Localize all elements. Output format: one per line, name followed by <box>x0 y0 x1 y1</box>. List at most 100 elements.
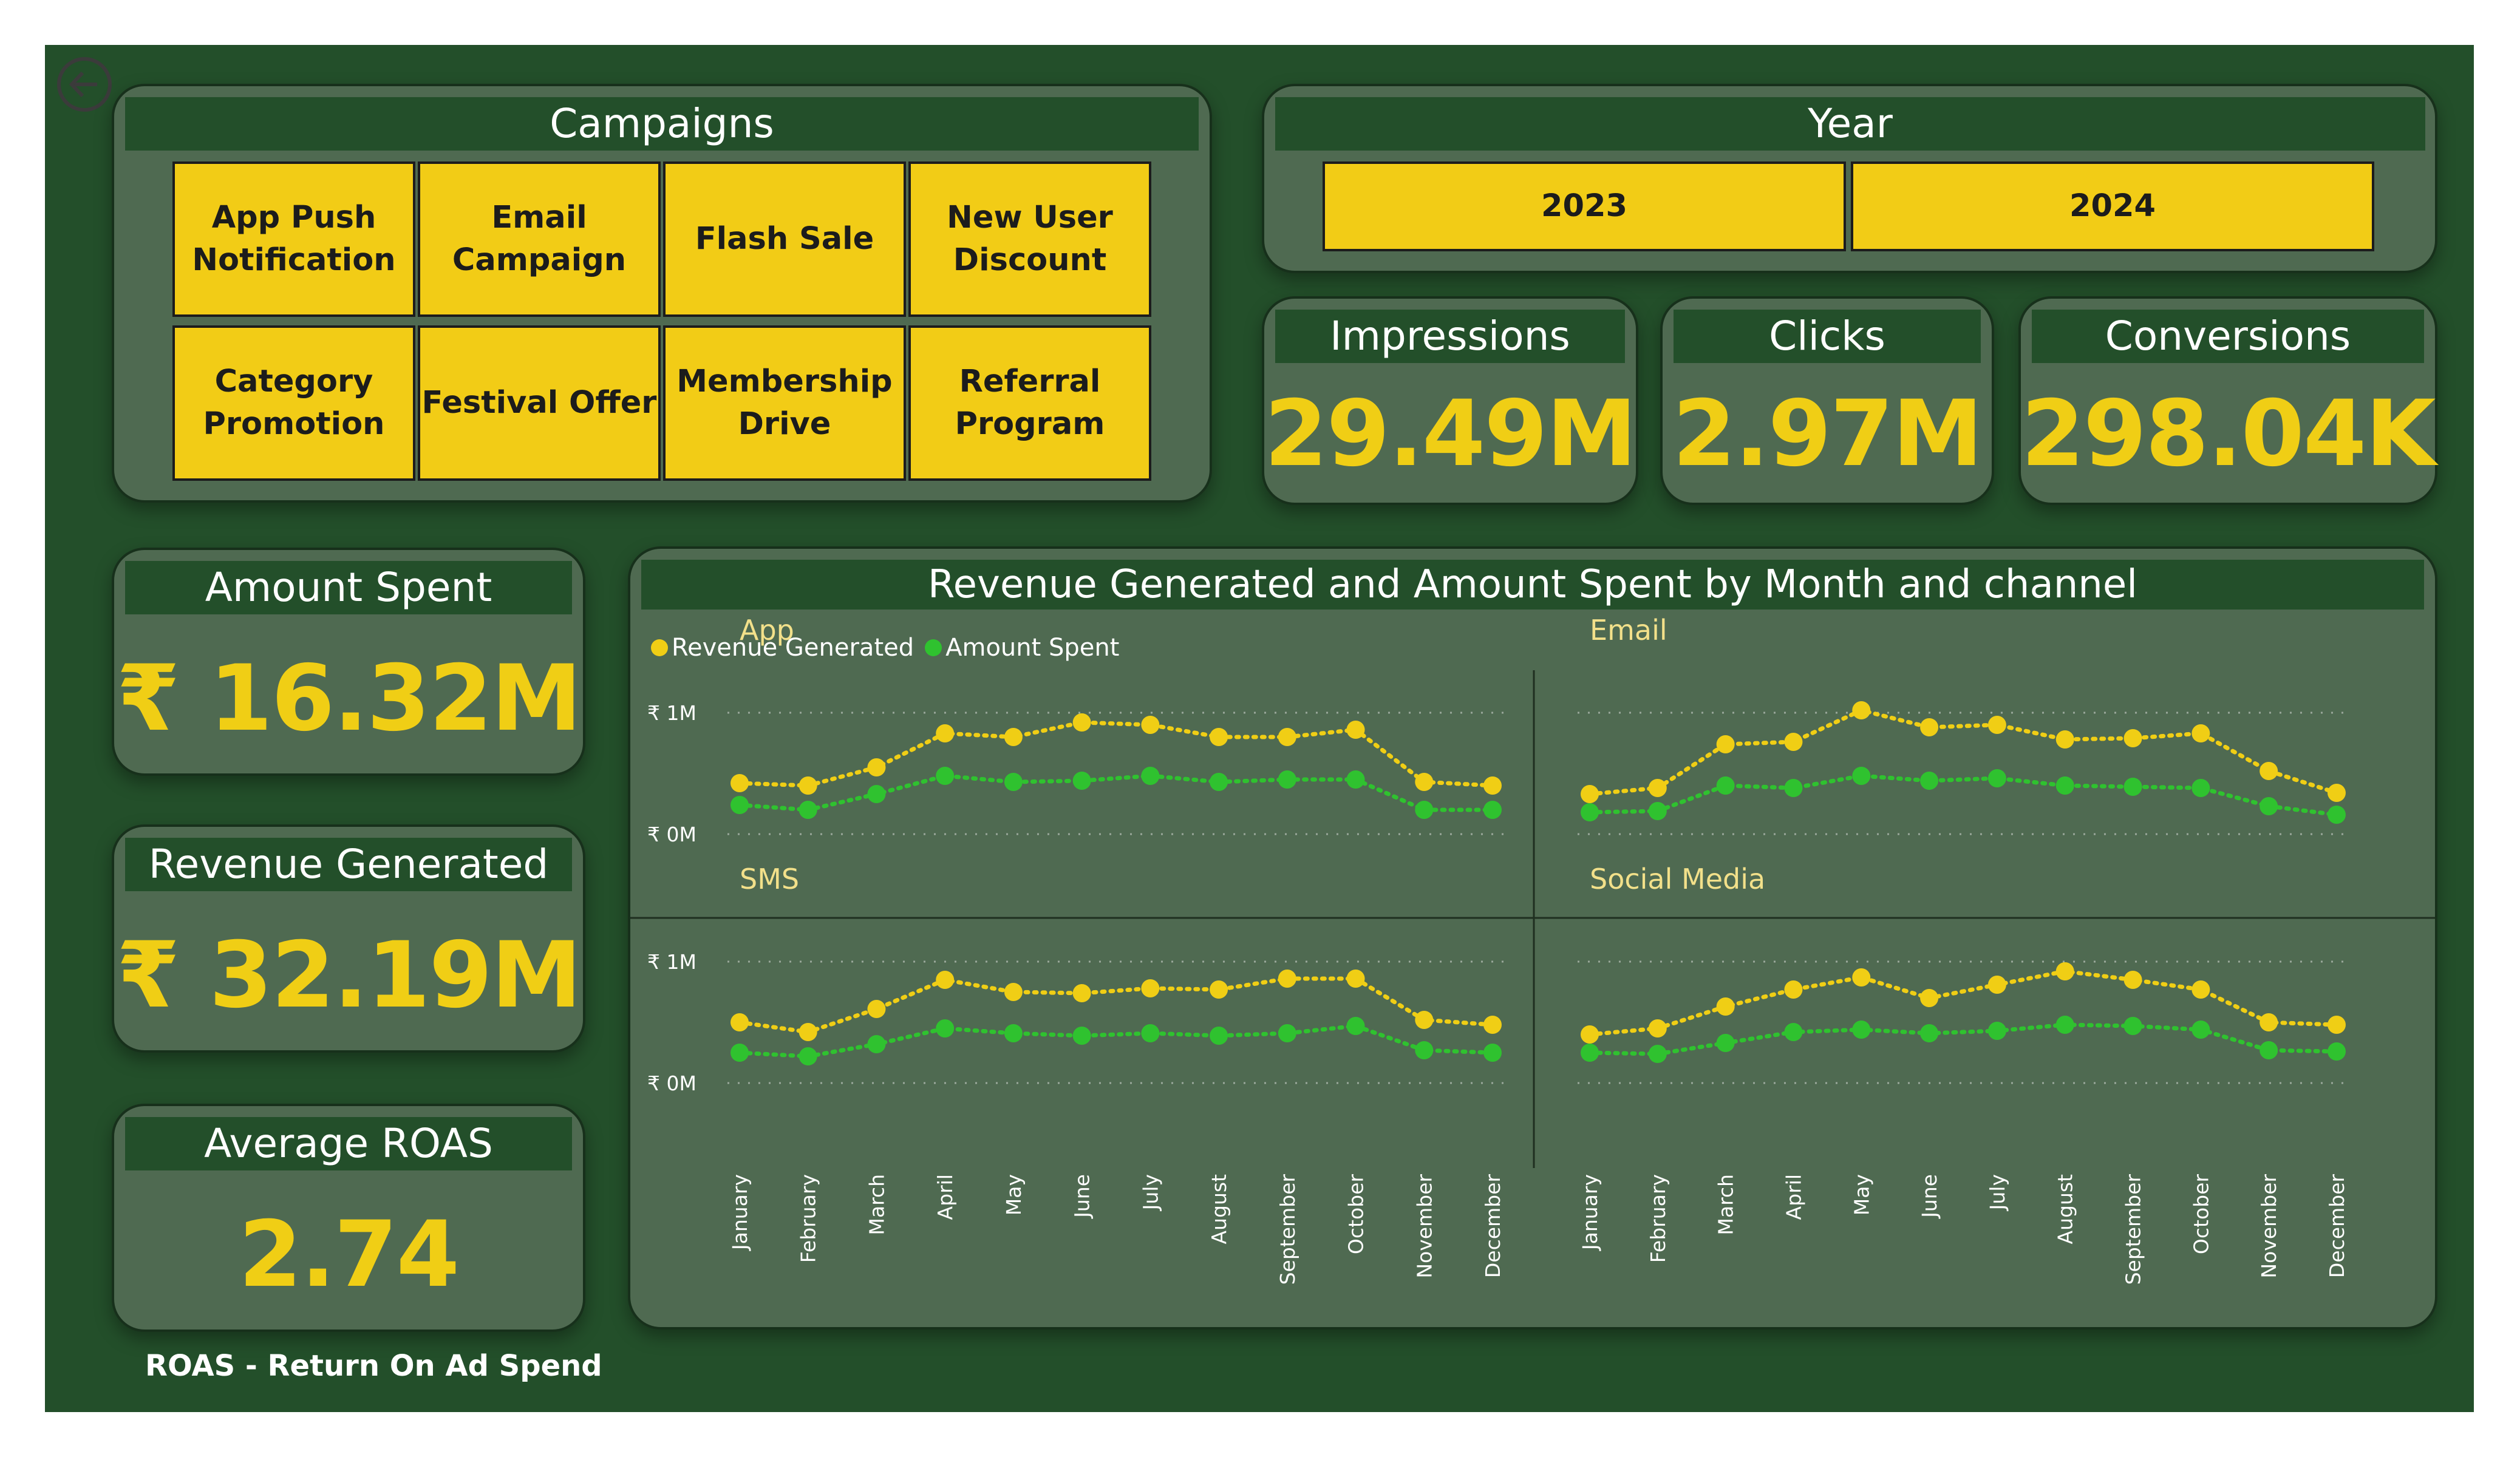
data-point-sms-amount-spent <box>936 1019 955 1038</box>
data-point-app-amount-spent <box>1004 773 1023 791</box>
data-point-sms-revenue-generated <box>799 1023 817 1041</box>
campaign-option-flash-sale[interactable]: Flash Sale <box>663 161 906 317</box>
x-tick-label: January <box>728 1174 752 1251</box>
y-tick-label: ₹ 0M <box>647 823 696 846</box>
campaign-option-new-user-discount[interactable]: New User Discount <box>908 161 1151 317</box>
x-tick-label: September <box>2122 1174 2145 1285</box>
panel-title-sms: SMS <box>740 863 799 895</box>
x-tick-label: August <box>1207 1174 1231 1245</box>
x-tick-label: November <box>2257 1174 2281 1279</box>
campaign-option-category-promotion[interactable]: Category Promotion <box>172 325 415 481</box>
legend-revenue-marker <box>651 639 668 656</box>
x-tick-label: March <box>1714 1174 1738 1235</box>
x-tick-label: May <box>1850 1174 1873 1215</box>
year-option-2023[interactable]: 2023 <box>1323 161 1846 251</box>
campaign-option-referral-program[interactable]: Referral Program <box>908 325 1151 481</box>
data-point-app-revenue-generated <box>1346 721 1365 739</box>
x-tick-label: April <box>1782 1174 1805 1220</box>
data-point-sms-revenue-generated <box>1004 983 1023 1001</box>
campaign-option-app-push-notification[interactable]: App Push Notification <box>172 161 415 317</box>
data-point-social-media-amount-spent <box>1784 1023 1803 1041</box>
year-title: Year <box>1275 97 2425 151</box>
series-line-email-revenue-generated <box>1587 708 2339 796</box>
data-point-app-amount-spent <box>867 785 886 803</box>
data-point-social-media-revenue-generated <box>1852 968 1871 987</box>
data-point-email-revenue-generated <box>2191 724 2210 742</box>
clicks-card: Clicks 2.97M <box>1660 296 1994 505</box>
data-point-app-amount-spent <box>730 796 749 814</box>
legend-spent-label[interactable]: Amount Spent <box>945 634 1120 662</box>
data-point-social-media-amount-spent <box>1987 1022 2006 1040</box>
series-line-social-media-amount-spent <box>1587 1022 2339 1056</box>
data-point-app-amount-spent <box>1141 767 1160 785</box>
campaign-option-festival-offer[interactable]: Festival Offer <box>418 325 661 481</box>
data-point-email-revenue-generated <box>2123 729 2142 747</box>
data-point-email-amount-spent <box>2328 806 2346 824</box>
chart-title: Revenue Generated and Amount Spent by Mo… <box>641 560 2424 610</box>
data-point-social-media-amount-spent <box>1648 1045 1667 1063</box>
revenue-spent-chart-card: Revenue Generated and Amount Spent by Mo… <box>628 546 2437 1330</box>
data-point-app-revenue-generated <box>1141 716 1160 734</box>
data-point-app-amount-spent <box>1483 801 1502 819</box>
x-tick-label: February <box>1646 1174 1670 1263</box>
data-point-social-media-revenue-generated <box>1648 1019 1667 1038</box>
x-tick-label: June <box>1071 1174 1094 1219</box>
data-point-social-media-revenue-generated <box>2259 1013 2278 1031</box>
data-point-app-revenue-generated <box>1210 728 1228 746</box>
data-point-email-amount-spent <box>2055 776 2074 795</box>
x-tick-label: April <box>933 1174 957 1220</box>
data-point-sms-amount-spent <box>1004 1024 1023 1042</box>
x-tick-label: December <box>1481 1174 1505 1279</box>
data-point-email-revenue-generated <box>1784 733 1803 751</box>
campaign-option-membership-drive[interactable]: Membership Drive <box>663 325 906 481</box>
data-point-app-amount-spent <box>1278 770 1296 789</box>
data-point-email-revenue-generated <box>2055 730 2074 749</box>
average-roas-label: Average ROAS <box>125 1117 572 1170</box>
data-point-social-media-revenue-generated <box>2123 971 2142 989</box>
legend-revenue-label[interactable]: Revenue Generated <box>672 634 914 662</box>
data-point-sms-amount-spent <box>1210 1027 1228 1045</box>
year-option-2024[interactable]: 2024 <box>1851 161 2374 251</box>
data-point-social-media-revenue-generated <box>1987 976 2006 994</box>
x-tick-label: July <box>1139 1174 1162 1211</box>
data-point-social-media-revenue-generated <box>2191 980 2210 999</box>
y-tick-label: ₹ 1M <box>647 701 696 725</box>
data-point-app-amount-spent <box>799 801 817 819</box>
data-point-app-revenue-generated <box>1415 773 1434 791</box>
campaigns-slicer-card: Campaigns App Push Notification Email Ca… <box>112 84 1212 503</box>
revenue-generated-label: Revenue Generated <box>125 838 572 891</box>
data-point-email-revenue-generated <box>1852 701 1871 719</box>
data-point-sms-amount-spent <box>730 1044 749 1062</box>
series-line-email-amount-spent <box>1587 773 2339 817</box>
data-point-app-revenue-generated <box>1072 713 1091 732</box>
data-point-sms-amount-spent <box>1346 1017 1365 1035</box>
x-tick-label: November <box>1412 1174 1436 1279</box>
data-point-social-media-revenue-generated <box>1920 989 1939 1007</box>
data-point-email-revenue-generated <box>1987 716 2006 734</box>
x-tick-label: January <box>1578 1174 1602 1251</box>
data-point-sms-revenue-generated <box>936 971 955 989</box>
data-point-app-amount-spent <box>1415 801 1434 819</box>
x-tick-label: December <box>2325 1174 2349 1279</box>
data-point-sms-revenue-generated <box>1415 1011 1434 1029</box>
data-point-sms-revenue-generated <box>867 1000 886 1018</box>
data-point-app-revenue-generated <box>730 774 749 792</box>
year-slicer-card: Year 2023 2024 <box>1262 84 2437 273</box>
back-arrow-icon[interactable] <box>57 57 112 112</box>
data-point-app-amount-spent <box>1210 773 1228 791</box>
data-point-email-revenue-generated <box>2328 784 2346 802</box>
data-point-sms-amount-spent <box>1278 1024 1296 1042</box>
campaigns-title: Campaigns <box>125 97 1199 151</box>
x-tick-label: July <box>1986 1174 2009 1211</box>
data-point-sms-amount-spent <box>799 1047 817 1065</box>
conversions-card: Conversions 298.04K <box>2018 296 2437 505</box>
campaign-option-email-campaign[interactable]: Email Campaign <box>418 161 661 317</box>
conversions-label: Conversions <box>2032 310 2424 363</box>
data-point-app-revenue-generated <box>1004 728 1023 746</box>
data-point-social-media-amount-spent <box>2328 1042 2346 1061</box>
data-point-app-revenue-generated <box>799 776 817 795</box>
data-point-email-revenue-generated <box>1648 779 1667 797</box>
data-point-email-amount-spent <box>1987 769 2006 787</box>
amount-spent-label: Amount Spent <box>125 561 572 614</box>
data-point-social-media-amount-spent <box>1920 1024 1939 1042</box>
